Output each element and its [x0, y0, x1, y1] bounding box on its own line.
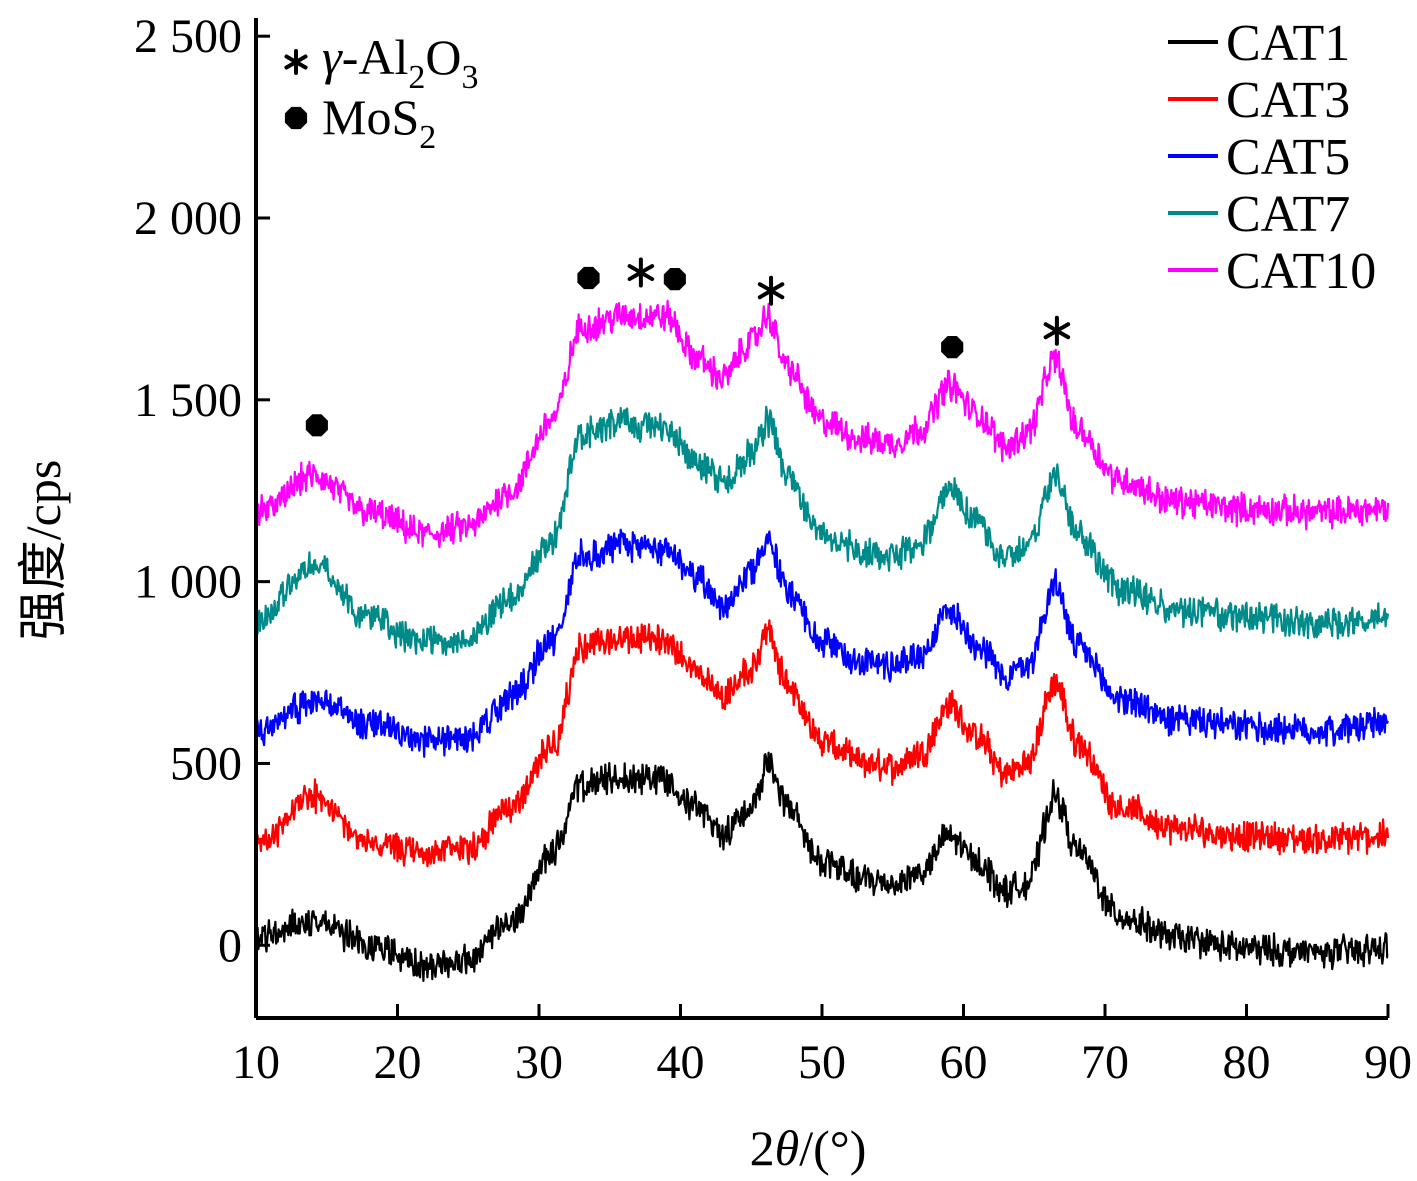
y-tick-label: 2 000: [134, 192, 242, 245]
y-tick-label: 1 500: [134, 374, 242, 427]
phase-legend-label: γ-Al2O3: [322, 29, 478, 96]
series-line-cat3: [254, 619, 1390, 868]
phase-legend-dot-icon: [284, 106, 308, 130]
x-tick-label: 10: [232, 1036, 280, 1089]
mos2-peak-marker: [941, 336, 964, 359]
x-axis-title: 2θ/(°): [750, 1120, 867, 1176]
x-tick-label: 80: [1223, 1036, 1271, 1089]
series-line-cat7: [254, 405, 1390, 656]
annotation-layer: [305, 257, 1071, 437]
y-axis-title: 强度/cps: [15, 460, 71, 641]
x-tick-label: 90: [1364, 1036, 1412, 1089]
mos2-peak-marker: [663, 268, 686, 291]
legend-label-cat5: CAT5: [1226, 129, 1350, 186]
mos2-peak-marker: [305, 414, 328, 437]
al2o3-peak-marker: [757, 275, 785, 306]
x-axis-title-theta: θ: [775, 1120, 800, 1176]
x-tick-label: 40: [657, 1036, 705, 1089]
series-line-cat5: [254, 528, 1390, 758]
y-tick-label: 500: [170, 737, 242, 790]
series-layer: [254, 299, 1390, 982]
al2o3-peak-marker: [627, 257, 655, 288]
series-line-cat10: [254, 299, 1390, 549]
al2o3-peak-marker: [1043, 315, 1071, 346]
x-tick-label: 20: [374, 1036, 422, 1089]
phase-legend-asterisk-icon: [284, 49, 308, 75]
legend-label-cat10: CAT10: [1226, 243, 1376, 300]
y-tick-label: 2 500: [134, 10, 242, 63]
phase-legend-label: MoS2: [322, 89, 436, 156]
y-tick-label: 0: [218, 919, 242, 972]
x-tick-label: 50: [798, 1036, 846, 1089]
x-axis-title-prefix: 2: [750, 1120, 775, 1176]
legend-label-cat1: CAT1: [1226, 15, 1350, 72]
axes-layer: 10 20 30 40 50 60 70 80 90 0 500 1 000 1 500 2 000 2 5…: [134, 10, 1412, 1089]
mos2-peak-marker: [577, 266, 600, 290]
legend-label-cat3: CAT3: [1226, 72, 1350, 129]
y-tick-label: 1 000: [134, 556, 242, 609]
x-axis-title-unit: /(°): [799, 1120, 866, 1176]
series-line-cat1: [255, 751, 1389, 982]
x-tick-label: 70: [1081, 1036, 1129, 1089]
legend-label-cat7: CAT7: [1226, 186, 1350, 243]
x-tick-label: 30: [515, 1036, 563, 1089]
x-tick-label: 60: [940, 1036, 988, 1089]
